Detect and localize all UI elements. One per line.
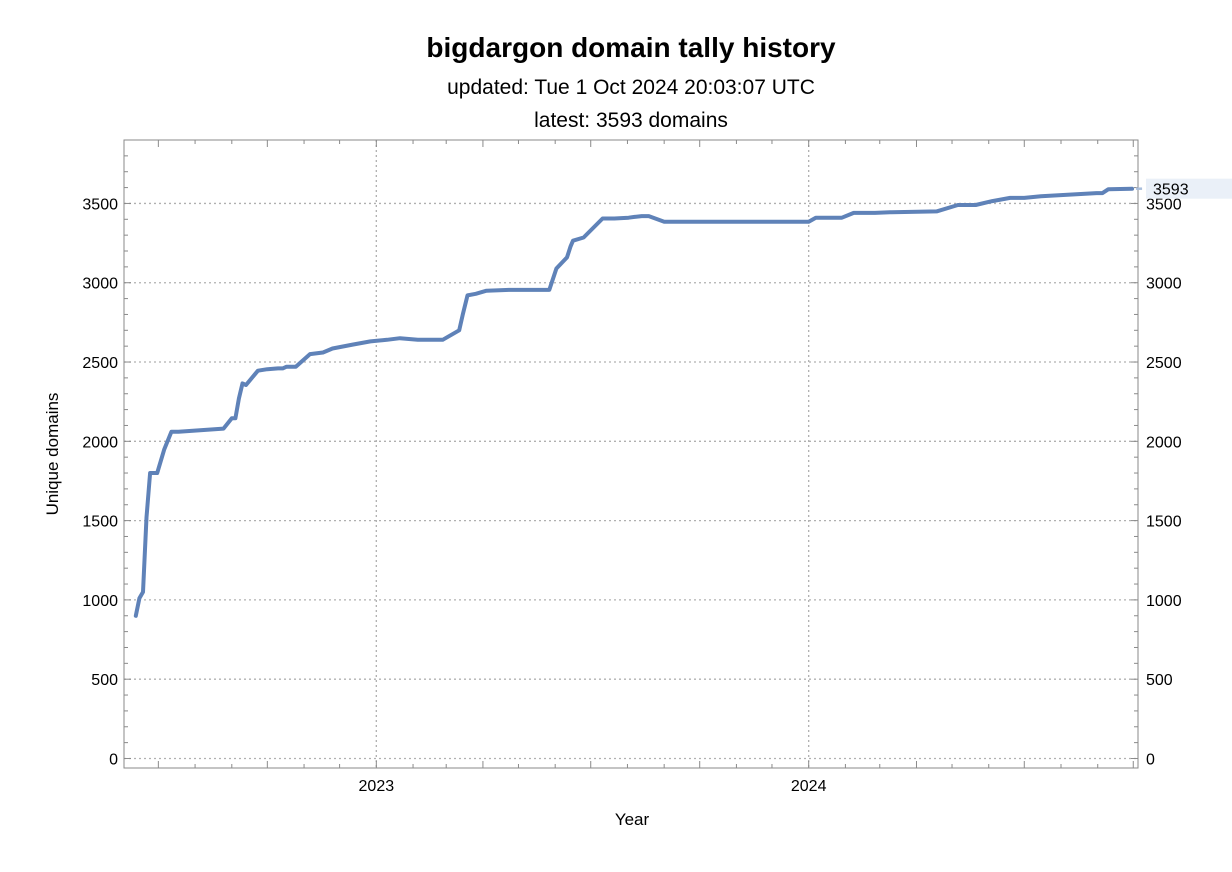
y-tick-label-left: 3000	[82, 276, 118, 293]
y-tick-label-right: 500	[1146, 672, 1173, 689]
x-axis-label: Year	[615, 810, 650, 829]
y-tick-label-right: 1500	[1146, 514, 1182, 531]
y-tick-label-right: 1000	[1146, 593, 1182, 610]
y-tick-label-left: 1500	[82, 514, 118, 531]
end-value-label: 3593	[1153, 182, 1189, 199]
y-tick-label-right: 3000	[1146, 276, 1182, 293]
plot-area	[124, 140, 1138, 768]
y-tick-label-left: 1000	[82, 593, 118, 610]
chart-subtitle-latest: latest: 3593 domains	[534, 109, 728, 132]
y-tick-label-left: 2500	[82, 355, 118, 372]
x-tick-label: 2023	[359, 778, 395, 795]
x-tick-label: 2024	[791, 778, 827, 795]
y-tick-label-left: 0	[109, 751, 118, 768]
y-tick-label-left: 3500	[82, 196, 118, 213]
end-value-label-bg	[1146, 178, 1232, 199]
y-tick-label-left: 500	[91, 672, 118, 689]
chart-subtitle-updated: updated: Tue 1 Oct 2024 20:03:07 UTC	[447, 76, 815, 99]
y-axis-label: Unique domains	[43, 393, 62, 516]
y-tick-label-right: 2500	[1146, 355, 1182, 372]
plot-frame	[123, 139, 1139, 769]
chart-title: bigdargon domain tally history	[426, 32, 836, 63]
y-tick-label-left: 2000	[82, 434, 118, 451]
y-tick-label-right: 3500	[1146, 196, 1182, 213]
y-tick-label-right: 0	[1146, 751, 1155, 768]
series-line	[133, 186, 1135, 618]
y-tick-label-right: 2000	[1146, 434, 1182, 451]
